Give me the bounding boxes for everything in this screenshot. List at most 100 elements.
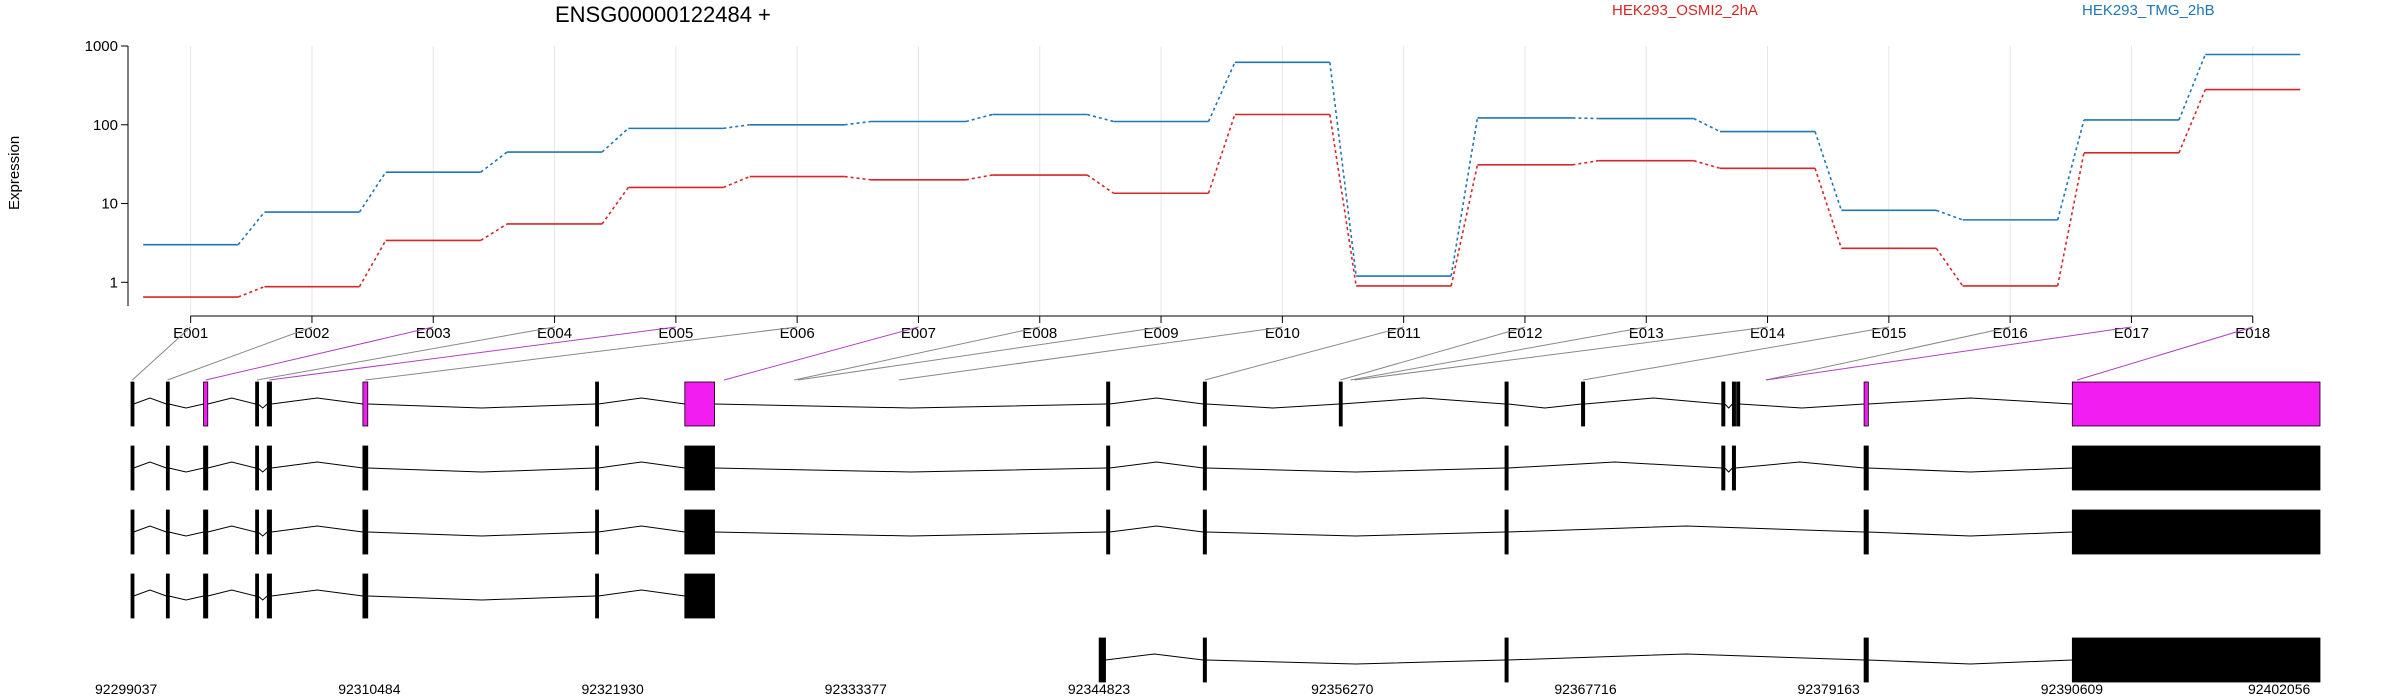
exon-block <box>1731 445 1736 491</box>
exon-block <box>1731 381 1736 427</box>
exon-block <box>362 509 369 555</box>
series-1-connector <box>601 186 629 225</box>
coord-label: 92299037 <box>95 681 158 697</box>
exon-block <box>203 509 209 555</box>
connector-E005 <box>269 326 676 381</box>
intron <box>168 403 204 409</box>
connector-E008 <box>794 326 1040 381</box>
connector-E018 <box>2077 326 2253 381</box>
series-1-connector <box>1572 159 1599 166</box>
exon-block <box>130 509 135 555</box>
intron <box>133 589 167 597</box>
series-2-connector <box>1814 131 1843 211</box>
exon-block <box>595 445 599 491</box>
x-tick-label-E017: E017 <box>2114 325 2149 342</box>
exon-block <box>1338 381 1343 427</box>
intron <box>168 531 204 537</box>
exon-block <box>1721 445 1726 491</box>
exon-block <box>1863 509 1869 555</box>
coord-label: 92333377 <box>824 681 887 697</box>
series-1-connector <box>1086 174 1115 194</box>
intron <box>1109 525 1204 533</box>
intron <box>1724 403 1733 409</box>
series-2-connector <box>723 123 750 130</box>
exon-block <box>165 509 170 555</box>
exon-block <box>362 573 369 619</box>
exon-block <box>203 573 209 619</box>
series-layer <box>143 53 2301 298</box>
transcript-row-4 <box>1098 637 2321 683</box>
exon-block <box>1106 445 1111 491</box>
exon-block <box>1504 637 1509 683</box>
intron <box>1739 403 1865 409</box>
intron <box>257 531 268 537</box>
series-1-connector <box>723 175 750 189</box>
intron <box>1109 461 1204 469</box>
intron <box>207 397 256 405</box>
exon-block <box>684 509 715 555</box>
exon-block <box>1106 509 1111 555</box>
connector-E013 <box>1350 326 1647 381</box>
series-2-connector <box>1693 117 1721 133</box>
series-1-connector <box>480 223 508 242</box>
exon-block <box>266 381 272 427</box>
exon-block <box>362 445 369 491</box>
intron <box>367 403 596 409</box>
exon-block <box>1504 445 1509 491</box>
exon-block <box>1106 381 1111 427</box>
intron <box>257 595 268 601</box>
coord-label: 92367716 <box>1554 681 1617 697</box>
intron <box>1508 461 1722 469</box>
exon-block <box>2071 637 2321 683</box>
x-tick-label-E018: E018 <box>2235 325 2270 342</box>
x-tick-label-E006: E006 <box>780 325 815 342</box>
intron <box>1206 531 1506 537</box>
exon-block <box>595 509 599 555</box>
exon-block <box>255 509 259 555</box>
exon-block <box>1202 509 1207 555</box>
connector-E016 <box>1765 326 2011 381</box>
series-1-connector <box>1329 114 1357 287</box>
intron <box>1868 467 2073 473</box>
y-tick-label: 1000 <box>85 38 118 55</box>
exon-block <box>684 573 715 619</box>
connector-E009 <box>797 326 1162 381</box>
series-2 <box>143 53 2301 277</box>
intron <box>271 525 363 533</box>
exon-block <box>266 573 272 619</box>
intron <box>598 461 685 469</box>
intron <box>1508 525 1865 533</box>
exon-block <box>266 445 272 491</box>
coord-label: 92356270 <box>1311 681 1374 697</box>
intron <box>133 397 167 405</box>
series-1-connector <box>2056 152 2085 287</box>
x-tick-label-E004: E004 <box>537 325 572 342</box>
connector-E002 <box>167 326 313 381</box>
connector-E004 <box>256 326 555 381</box>
exon-block <box>203 381 209 427</box>
legend-series-1: HEK293_OSMI2_2hA <box>1612 2 1758 19</box>
intron <box>1724 467 1733 473</box>
exon-block <box>362 381 369 427</box>
series-2-connector <box>2178 54 2206 121</box>
intron <box>367 467 596 473</box>
coord-label: 92390609 <box>2040 681 2104 697</box>
series-2-connector <box>844 120 872 126</box>
series-2-connector <box>480 151 508 173</box>
exon-block <box>165 573 170 619</box>
series-2-connector <box>1936 209 1963 221</box>
coord-label: 92379163 <box>1797 681 1860 697</box>
intron <box>207 525 256 533</box>
exon-block <box>1581 381 1586 427</box>
exon-block <box>1098 637 1106 683</box>
connector-E010 <box>898 326 1283 381</box>
connector-E017 <box>1765 326 2132 381</box>
intron <box>133 461 167 469</box>
exon-block <box>1202 381 1207 427</box>
intron <box>1109 397 1204 405</box>
series-1-connector <box>358 240 387 288</box>
intron <box>133 525 167 533</box>
x-tick-label-E009: E009 <box>1144 325 1179 342</box>
intron <box>207 461 256 469</box>
series-1-connector <box>844 175 872 181</box>
